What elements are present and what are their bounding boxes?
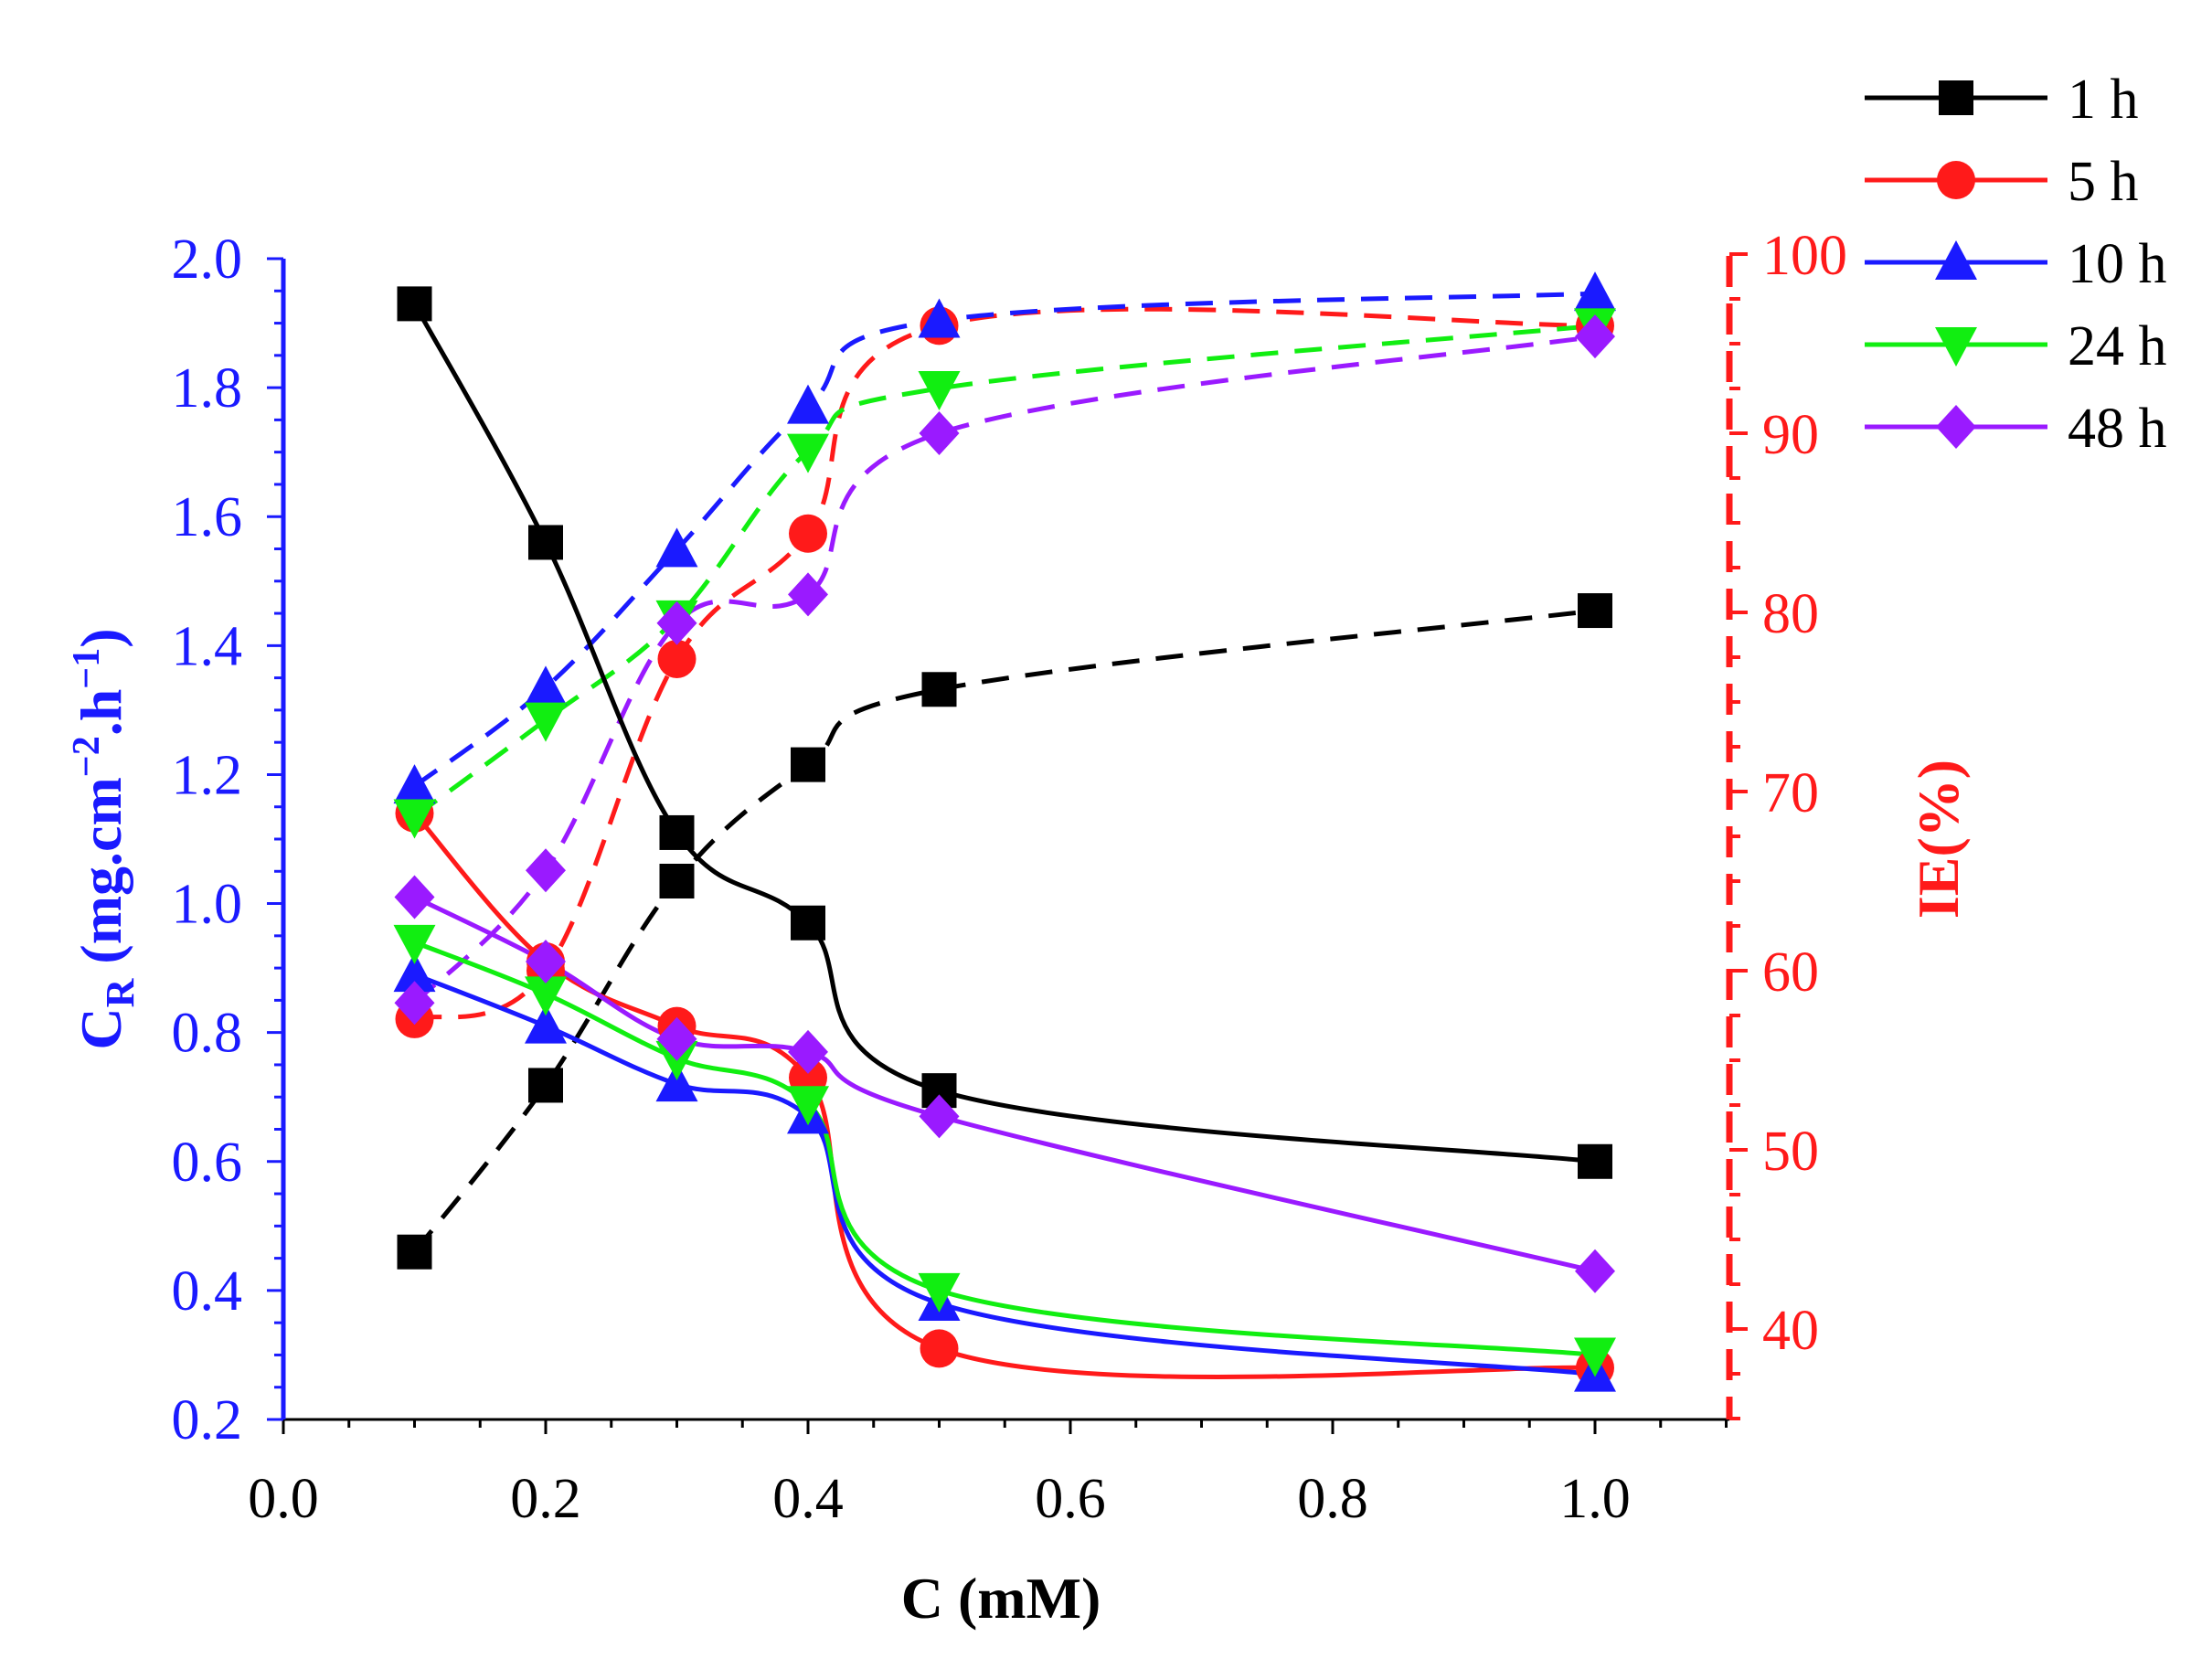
legend-label-48h: 48 h xyxy=(2068,398,2167,460)
left-y-tick-label: 1.2 xyxy=(172,744,243,806)
legend-marker-10h xyxy=(1935,240,1977,280)
cr-point-24h xyxy=(918,1272,961,1313)
ie-point-1h xyxy=(791,747,825,782)
ie-point-48h xyxy=(1575,314,1615,359)
ie-point-10h xyxy=(393,764,436,804)
x-axis-title: C (mM) xyxy=(901,1566,1101,1631)
cr-point-24h xyxy=(787,1086,829,1126)
cr-point-1h xyxy=(1578,1143,1612,1179)
left-y-axis-title-part: R xyxy=(98,977,143,1007)
cr-point-1h xyxy=(659,814,695,850)
ie-point-48h xyxy=(919,411,960,455)
legend-marker-5h xyxy=(1937,161,1975,199)
ie-point-24h xyxy=(787,433,829,473)
left-y-axis-title-part: −1 xyxy=(66,648,108,689)
left-y-tick-label: 1.6 xyxy=(172,486,243,548)
ie-line-1h xyxy=(412,608,1596,1254)
right-y-tick-label: 80 xyxy=(1762,583,1819,645)
ie-point-1h xyxy=(397,1234,432,1270)
ie-point-1h xyxy=(1578,593,1612,629)
cr-point-48h xyxy=(526,940,566,984)
right-y-tick-label: 60 xyxy=(1762,941,1819,1004)
left-y-axis-title-part: (mg.cm xyxy=(69,777,133,978)
x-tick-label: 1.0 xyxy=(1559,1468,1631,1530)
legend-marker-1h xyxy=(1939,80,1973,115)
ie-point-10h xyxy=(787,384,829,424)
ie-point-1h xyxy=(659,864,695,898)
ie-point-1h xyxy=(528,1068,563,1103)
cr-point-48h xyxy=(1575,1249,1615,1293)
x-tick-label: 0.2 xyxy=(510,1468,581,1530)
ie-point-24h xyxy=(918,371,961,410)
left-y-tick-label: 0.6 xyxy=(172,1132,243,1194)
cr-point-48h xyxy=(656,1016,697,1061)
left-y-axis-title-part: ) xyxy=(69,628,133,647)
ie-point-10h xyxy=(655,527,698,568)
legend-marker-48h xyxy=(1936,405,1976,449)
legend-marker-24h xyxy=(1935,327,1977,367)
x-tick-label: 0.8 xyxy=(1297,1468,1368,1530)
x-tick-label: 0.6 xyxy=(1035,1468,1106,1530)
cr-point-1h xyxy=(528,525,563,560)
series-layer xyxy=(393,271,1616,1392)
left-y-tick-label: 1.4 xyxy=(172,615,243,677)
left-y-axis-title-part: .h xyxy=(69,689,133,737)
cr-point-1h xyxy=(791,905,825,941)
cr-point-48h xyxy=(394,875,435,920)
cr-point-5h xyxy=(920,1329,959,1368)
right-y-tick-label: 100 xyxy=(1762,225,1847,287)
ie-point-5h xyxy=(789,514,827,553)
ie-point-48h xyxy=(526,848,566,893)
ie-point-24h xyxy=(525,702,567,742)
left-y-tick-label: 1.0 xyxy=(172,874,243,936)
ie-point-10h xyxy=(1574,271,1616,312)
right-y-tick-label: 40 xyxy=(1762,1300,1819,1362)
cr-point-10h xyxy=(393,952,436,993)
left-y-tick-label: 0.8 xyxy=(172,1003,243,1065)
left-y-tick-label: 1.8 xyxy=(172,357,243,420)
right-y-tick-label: 90 xyxy=(1762,404,1819,466)
legend-label-10h: 10 h xyxy=(2068,233,2167,295)
legend-label-5h: 5 h xyxy=(2068,151,2139,213)
ie-point-24h xyxy=(393,799,436,839)
legend-label-1h: 1 h xyxy=(2068,69,2139,131)
cr-point-24h xyxy=(393,924,436,964)
x-tick-label: 0.0 xyxy=(248,1468,319,1530)
left-y-axis-title-part: −2 xyxy=(66,736,108,777)
ie-point-48h xyxy=(394,981,435,1026)
cr-point-24h xyxy=(1574,1337,1616,1377)
ie-point-10h xyxy=(525,665,567,706)
cr-point-48h xyxy=(788,1029,828,1074)
left-y-tick-label: 0.4 xyxy=(172,1260,243,1323)
cr-point-24h xyxy=(525,976,567,1016)
x-tick-label: 0.4 xyxy=(772,1468,844,1530)
left-y-tick-label: 0.2 xyxy=(172,1389,243,1451)
cr-point-48h xyxy=(919,1094,960,1139)
ie-point-1h xyxy=(921,672,957,707)
cr-point-10h xyxy=(525,1004,567,1044)
cr-point-10h xyxy=(655,1062,698,1102)
right-y-tick-label: 50 xyxy=(1762,1121,1819,1183)
right-y-axis-title: IE(%) xyxy=(1906,760,1971,919)
cr-point-1h xyxy=(397,286,432,322)
right-y-tick-label: 70 xyxy=(1762,762,1819,824)
left-y-axis-title-part: C xyxy=(69,1007,133,1049)
ie-point-5h xyxy=(657,639,697,678)
axes-layer: 0.0 0.2 0.4 0.6 0.8 1.0C (mM)0.20.40.60.81.01… xyxy=(66,225,1971,1631)
left-y-axis-title: CR (mg.cm−2.h−1) xyxy=(66,628,143,1049)
legend: 1 h 5 h 10 h 24 h 48 h xyxy=(1865,69,2167,460)
legend-label-24h: 24 h xyxy=(2068,315,2167,377)
left-y-tick-label: 2.0 xyxy=(172,229,243,291)
ie-point-48h xyxy=(788,572,828,617)
ie-point-10h xyxy=(918,298,961,338)
ie-point-48h xyxy=(656,601,697,645)
